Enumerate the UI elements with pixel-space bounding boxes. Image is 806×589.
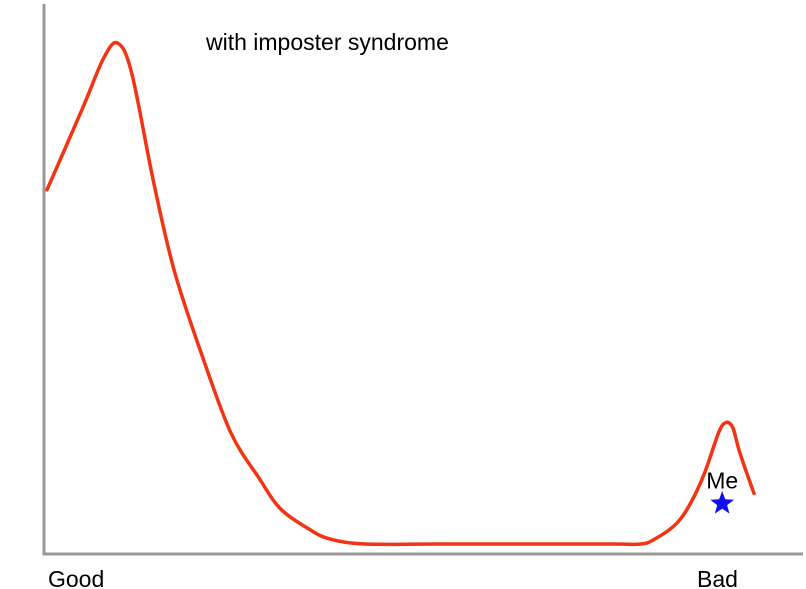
annotation-me-label: Me <box>706 468 738 494</box>
series-line <box>45 40 756 547</box>
annotation-star-icon <box>710 491 735 514</box>
chart-title: with imposter syndrome <box>205 29 449 55</box>
x-tick-label-good: Good <box>48 566 104 589</box>
x-tick-label-bad: Bad <box>697 566 738 589</box>
